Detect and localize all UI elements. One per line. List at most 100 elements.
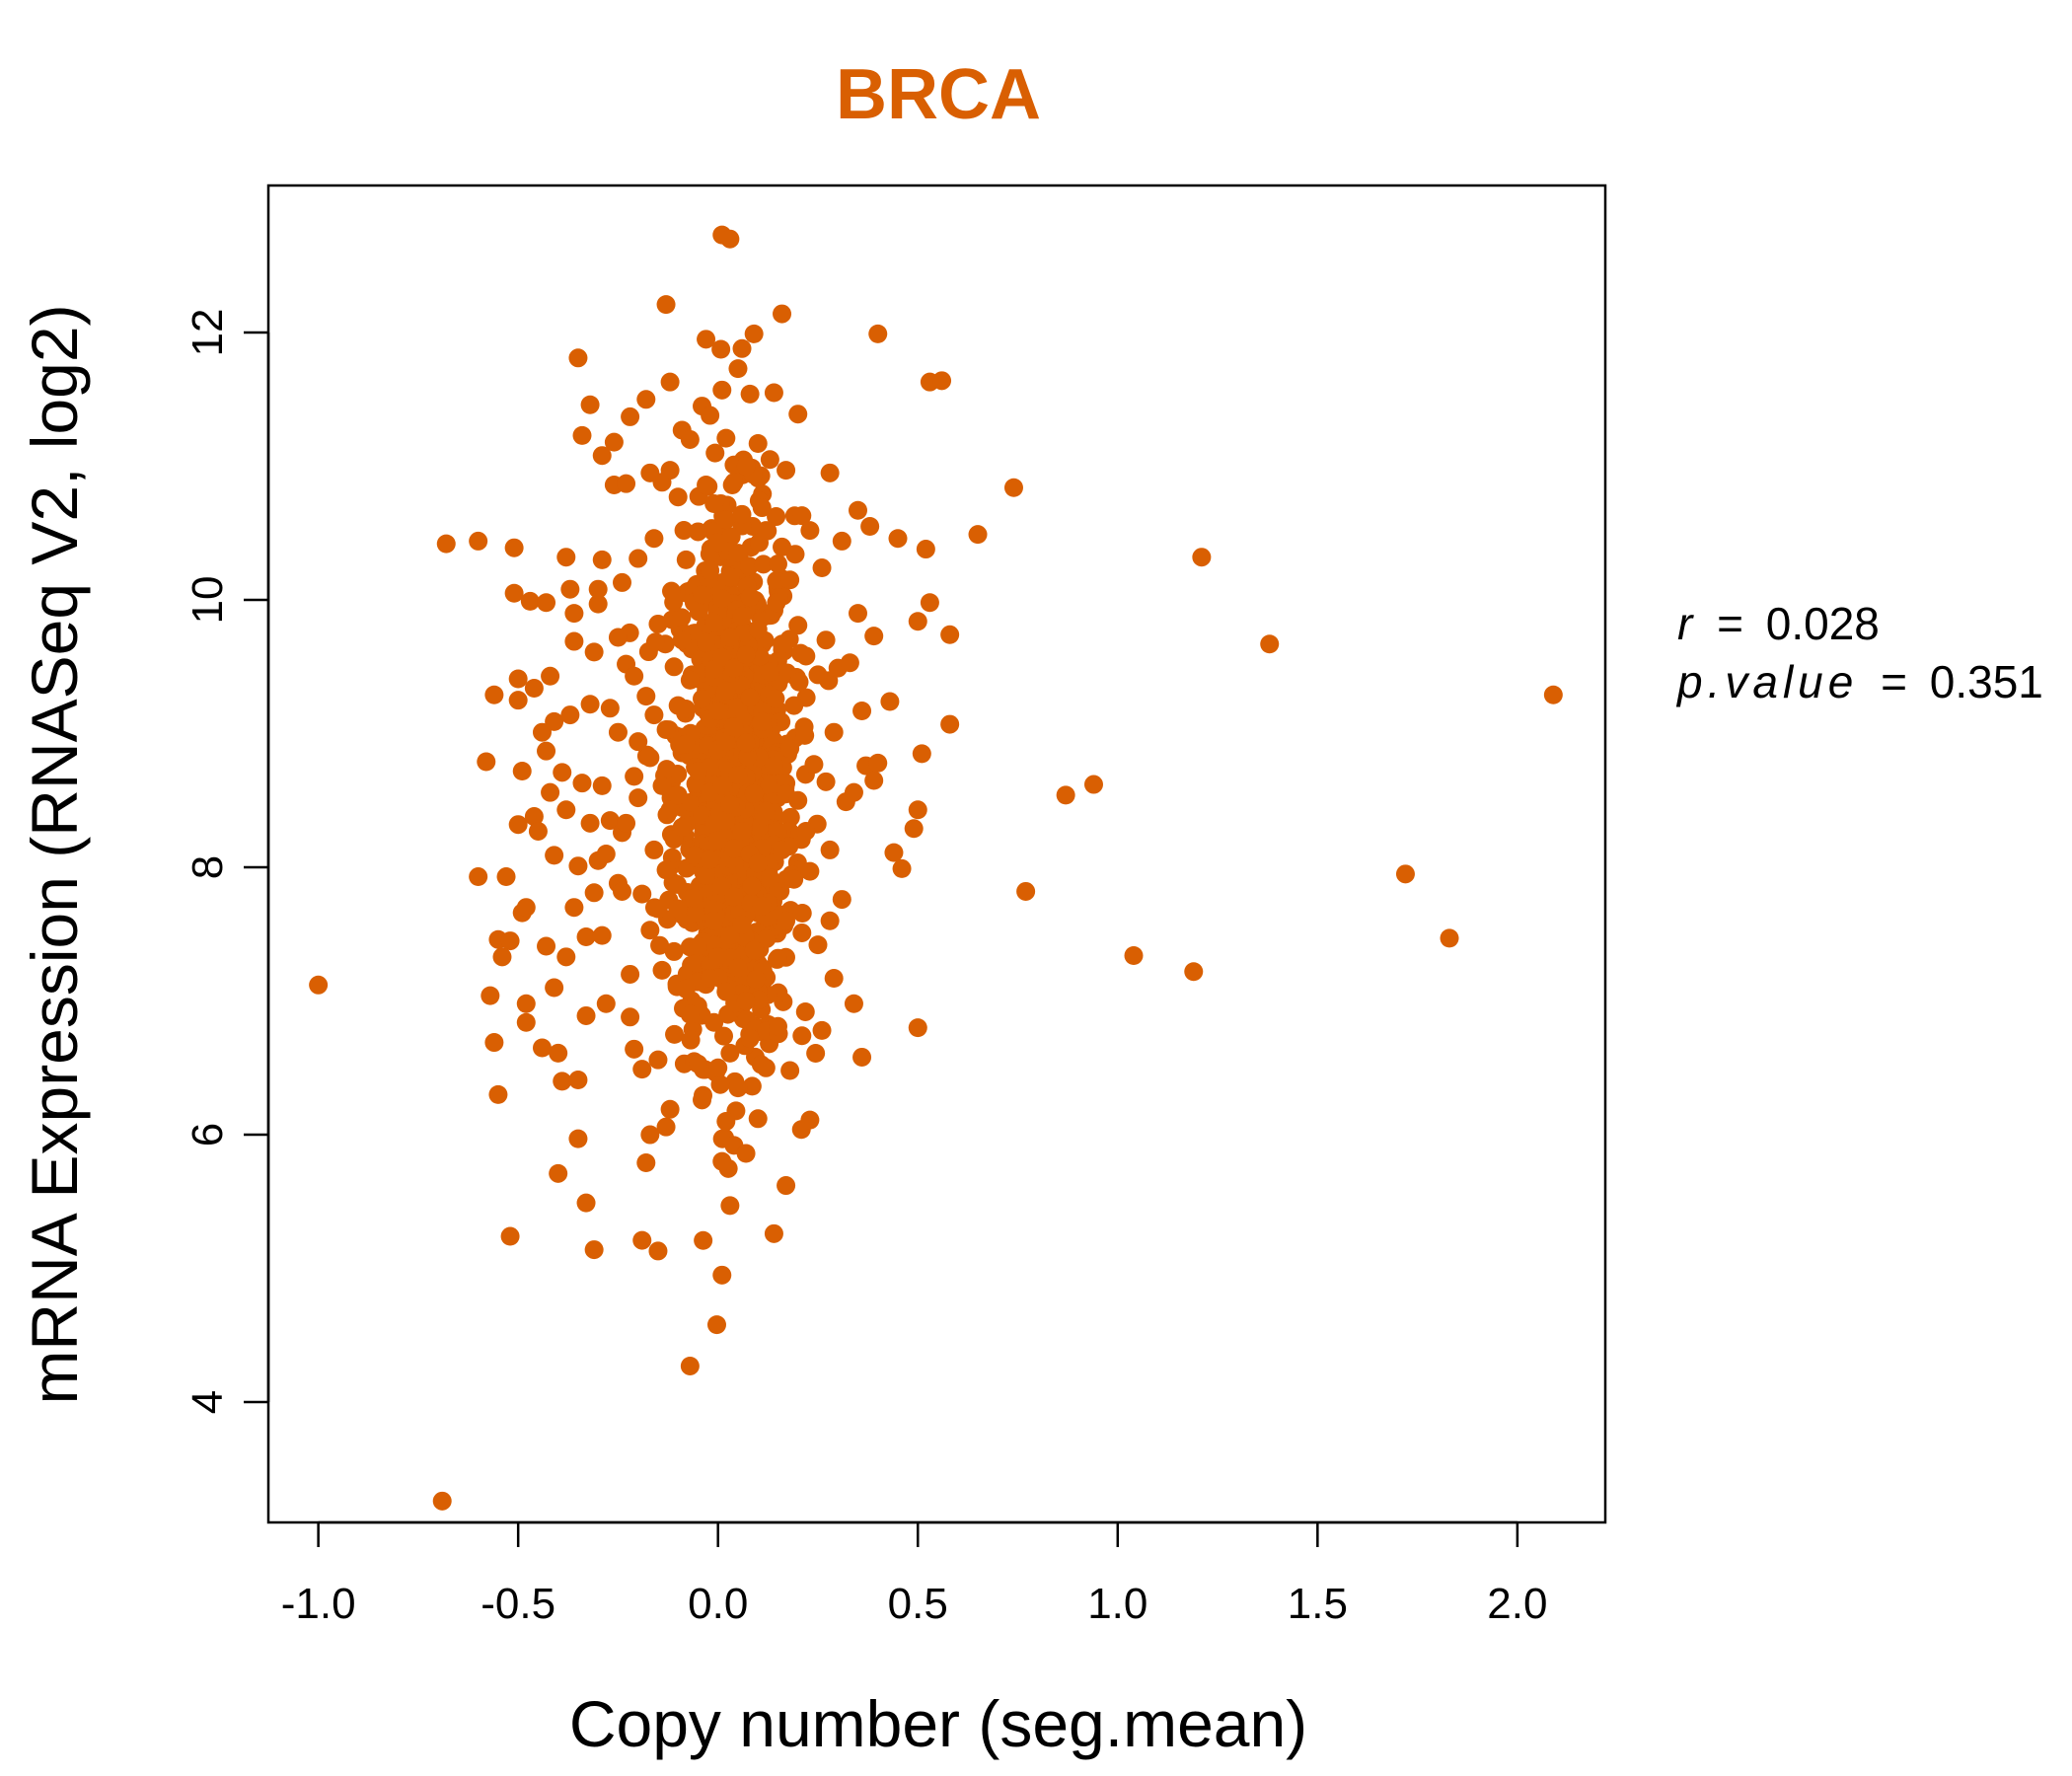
scatter-point <box>556 548 576 567</box>
scatter-point <box>537 936 556 956</box>
scatter-point <box>904 819 924 839</box>
scatter-point-core <box>789 672 809 692</box>
scatter-point <box>704 1012 724 1032</box>
scatter-point <box>800 521 820 541</box>
scatter-point <box>608 628 628 647</box>
scatter-point <box>660 800 680 820</box>
scatter-point <box>716 811 736 831</box>
scatter-point <box>549 1043 568 1063</box>
scatter-point <box>748 434 768 454</box>
scatter-point <box>820 840 840 859</box>
scatter-point <box>1124 945 1144 965</box>
scatter-point-core <box>662 581 682 601</box>
scatter-point-core <box>711 339 731 359</box>
scatter-point <box>736 457 756 477</box>
scatter-point <box>636 687 656 706</box>
scatter-point-core <box>754 555 774 574</box>
scatter-point <box>728 544 748 563</box>
scatter-point <box>492 947 512 967</box>
scatter-point <box>864 771 884 790</box>
scatter-point <box>617 474 636 493</box>
scatter-point <box>625 767 644 786</box>
scatter-point <box>697 476 716 495</box>
scatter-point <box>652 776 672 795</box>
scatter-point <box>508 691 528 710</box>
scatter-point <box>656 860 676 880</box>
scatter-point <box>701 850 720 869</box>
scatter-point <box>720 1196 740 1216</box>
scatter-point <box>684 846 703 865</box>
scatter-point-core <box>650 935 670 955</box>
scatter-point-core <box>767 571 786 591</box>
scatter-point <box>720 229 740 249</box>
scatter-point <box>968 525 988 545</box>
scatter-point <box>712 380 732 400</box>
scatter-point <box>764 756 783 776</box>
scatter-point <box>545 711 564 731</box>
scatter-point <box>724 839 744 858</box>
scatter-point <box>697 865 716 885</box>
p-label: p.value <box>1675 656 1858 707</box>
scatter-point <box>545 846 564 865</box>
scatter-point <box>812 1020 832 1040</box>
scatter-point <box>701 969 720 989</box>
scatter-point <box>1260 634 1280 654</box>
scatter-point <box>740 688 760 707</box>
scatter-point-core <box>672 608 692 628</box>
scatter-point <box>680 670 700 690</box>
scatter-point <box>584 642 604 662</box>
correlation-annotation: r = 0.028 p.value = 0.351 <box>1675 598 2043 707</box>
p-value: 0.351 <box>1930 656 2043 707</box>
scatter-point <box>484 1033 504 1053</box>
scatter-point <box>712 776 732 795</box>
scatter-point-core <box>792 904 812 924</box>
scatter-point-core <box>760 776 779 795</box>
scatter-point <box>720 567 740 587</box>
scatter-point <box>732 821 752 841</box>
scatter-point <box>576 927 596 947</box>
scatter-point <box>708 702 728 721</box>
scatter-point <box>640 921 660 940</box>
scatter-point-core <box>656 1117 676 1137</box>
scatter-point <box>920 593 939 613</box>
scatter-point <box>617 813 636 833</box>
scatter-point <box>556 947 576 967</box>
scatter-point-core <box>739 556 759 576</box>
scatter-point <box>556 800 576 820</box>
scatter-point <box>568 856 588 876</box>
scatter-point <box>560 579 580 599</box>
scatter-point <box>760 868 779 888</box>
scatter-point-core <box>681 1030 701 1050</box>
scatter-point <box>884 843 904 862</box>
scatter-point <box>596 845 616 863</box>
scatter-point <box>436 534 456 554</box>
scatter-point <box>680 1004 700 1024</box>
scatter-point <box>708 947 728 967</box>
scatter-point <box>528 821 548 841</box>
scatter-point-core <box>795 1001 815 1021</box>
scatter-point <box>640 1125 660 1145</box>
scatter-point <box>636 390 656 409</box>
scatter-point <box>580 695 600 714</box>
scatter-point <box>688 522 707 542</box>
scatter-point <box>629 732 648 752</box>
scatter-point <box>516 1012 536 1032</box>
scatter-point <box>716 681 736 701</box>
scatter-point-core <box>757 928 777 948</box>
scatter-point <box>848 604 867 624</box>
scatter-point <box>612 572 631 592</box>
scatter-point <box>708 1058 728 1077</box>
scatter-point <box>644 529 664 549</box>
scatter-point <box>688 1054 707 1073</box>
scatter-point <box>672 630 692 650</box>
scatter-point <box>592 550 612 569</box>
scatter-point <box>773 634 792 654</box>
scatter-point <box>816 772 836 791</box>
scatter-point <box>704 613 724 632</box>
scatter-point <box>804 755 824 775</box>
scatter-point <box>608 722 628 742</box>
scatter-point <box>668 696 688 715</box>
scatter-point <box>752 498 772 518</box>
scatter-point <box>508 815 528 835</box>
scatter-point <box>712 1265 732 1285</box>
